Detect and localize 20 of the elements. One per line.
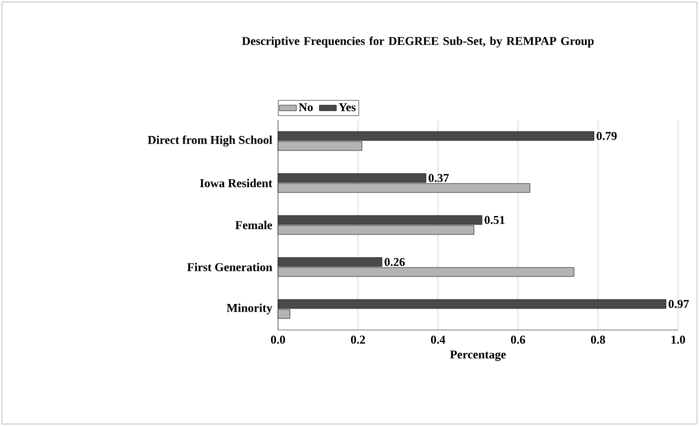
x-tick-label: 0.8 [590,336,606,344]
legend-label: Yes [338,103,356,112]
x-tick-label: 1.0 [671,336,686,344]
x-tick-label: 0.4 [430,336,446,344]
x-tick-label: 0.0 [270,336,286,344]
data-label: 0.37 [428,174,449,182]
y-tick-label: Female [235,220,272,230]
data-label: 0.26 [384,258,405,266]
x-tick-label: 0.6 [510,336,526,344]
y-tick-label: Minority [226,304,272,314]
y-tick-label: Direct from High School [148,135,272,147]
y-tick-label: First Generation [187,262,272,272]
x-axis-title: Percentage [450,350,506,362]
data-label: 0.79 [596,132,617,140]
data-label: 0.51 [484,216,504,224]
y-tick-label: Iowa Resident [200,178,272,188]
legend-label: No [298,103,313,112]
chart-title: Descriptive Frequencies for DEGREE Sub-Set, by REMPAP Group [242,36,594,48]
data-label: 0.97 [668,300,689,308]
x-tick-label: 0.2 [350,336,365,344]
